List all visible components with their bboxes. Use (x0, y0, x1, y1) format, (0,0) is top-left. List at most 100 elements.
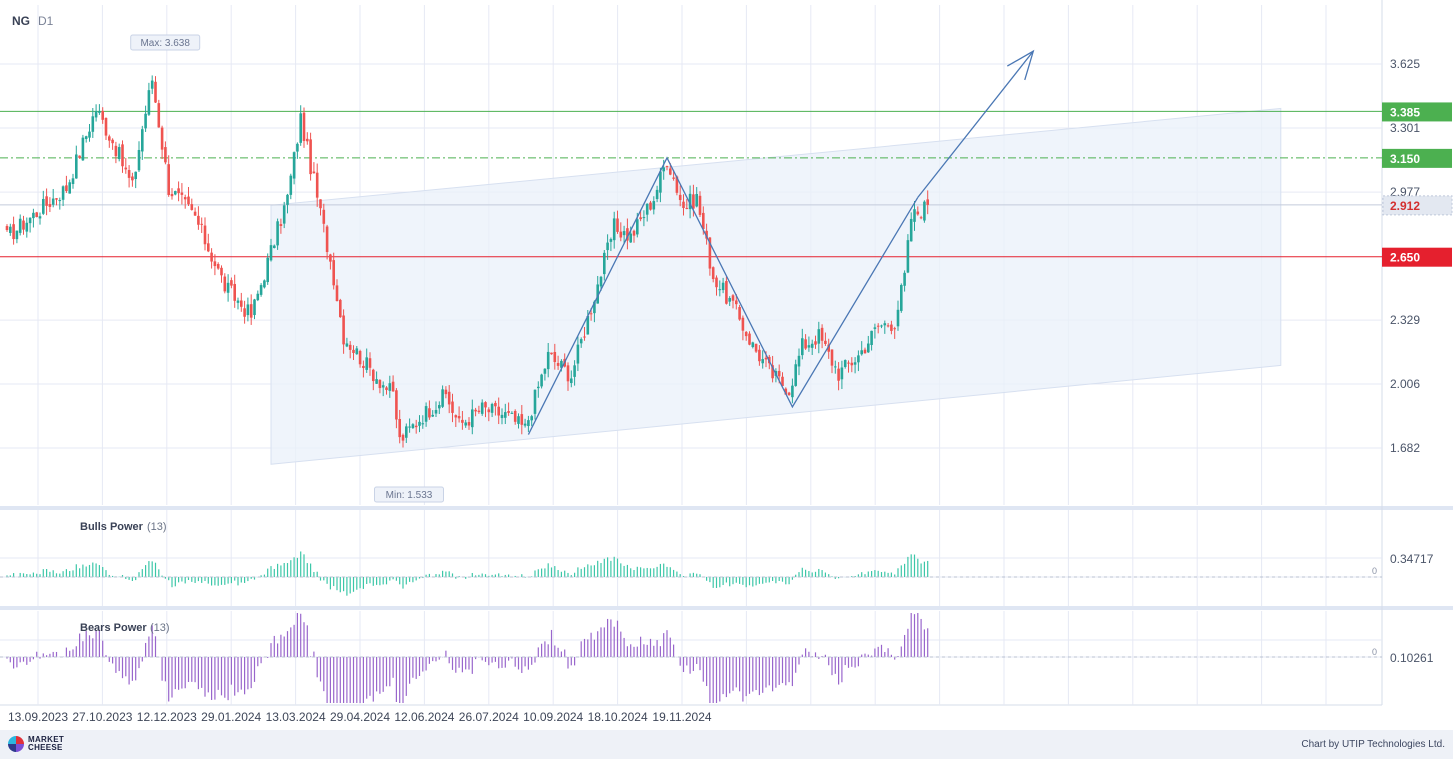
candle[interactable] (890, 320, 893, 335)
candle[interactable] (226, 274, 230, 302)
candle[interactable] (170, 188, 174, 200)
candle[interactable] (705, 223, 708, 245)
candle[interactable] (124, 157, 128, 174)
candle[interactable] (523, 418, 527, 428)
candle[interactable] (319, 199, 322, 216)
candle[interactable] (276, 218, 279, 250)
candle[interactable] (398, 409, 401, 444)
candle[interactable] (81, 134, 85, 161)
candle[interactable] (418, 415, 421, 433)
candle[interactable] (490, 402, 494, 418)
candle[interactable] (174, 190, 177, 196)
candle[interactable] (42, 190, 45, 215)
candle[interactable] (791, 378, 794, 404)
candle[interactable] (480, 399, 484, 416)
candle[interactable] (510, 411, 514, 414)
candle[interactable] (269, 238, 273, 262)
candle[interactable] (513, 409, 517, 425)
candle[interactable] (550, 352, 553, 355)
candle[interactable] (286, 193, 289, 214)
candle[interactable] (289, 173, 293, 200)
candle[interactable] (896, 300, 900, 331)
candle[interactable] (216, 262, 220, 270)
candle[interactable] (860, 341, 863, 356)
candle[interactable] (51, 188, 55, 208)
candle[interactable] (616, 210, 619, 234)
candle[interactable] (698, 191, 702, 217)
candle[interactable] (322, 203, 326, 233)
candle[interactable] (414, 419, 418, 434)
candle[interactable] (441, 385, 444, 409)
candle[interactable] (484, 401, 487, 418)
candle[interactable] (467, 417, 471, 430)
candle[interactable] (837, 362, 840, 391)
candle[interactable] (685, 198, 689, 210)
candle[interactable] (566, 362, 570, 391)
candle[interactable] (88, 124, 91, 142)
candle[interactable] (164, 141, 167, 165)
candle[interactable] (543, 368, 547, 381)
candle[interactable] (22, 215, 25, 235)
candle[interactable] (570, 370, 573, 388)
candle[interactable] (665, 165, 669, 171)
candle[interactable] (35, 211, 38, 218)
candle[interactable] (649, 200, 652, 211)
candle[interactable] (259, 283, 263, 297)
candle[interactable] (368, 352, 372, 376)
candle[interactable] (378, 379, 382, 394)
zigzag-line[interactable] (527, 156, 919, 435)
candle[interactable] (38, 212, 42, 225)
candle[interactable] (731, 294, 735, 309)
candle[interactable] (781, 372, 784, 387)
candle[interactable] (645, 203, 649, 222)
candle[interactable] (721, 277, 725, 294)
candle[interactable] (438, 401, 441, 415)
candle[interactable] (830, 349, 834, 374)
candle[interactable] (579, 337, 583, 348)
candle[interactable] (75, 145, 78, 179)
level-tag[interactable]: 3.150 (1382, 148, 1452, 168)
candle[interactable] (256, 290, 260, 302)
candle[interactable] (900, 283, 903, 313)
candle[interactable] (893, 326, 896, 339)
candle[interactable] (477, 405, 481, 414)
candle[interactable] (121, 140, 124, 173)
candle[interactable] (906, 234, 910, 274)
candle[interactable] (718, 280, 722, 297)
candle[interactable] (474, 407, 477, 417)
candle[interactable] (761, 350, 764, 369)
candle[interactable] (853, 357, 857, 374)
candle[interactable] (18, 214, 22, 236)
level-tag[interactable]: 3.385 (1382, 102, 1452, 122)
candle[interactable] (302, 107, 306, 148)
candle[interactable] (609, 237, 613, 252)
candle[interactable] (586, 309, 590, 335)
candle[interactable] (154, 76, 157, 103)
candle[interactable] (886, 323, 890, 328)
candle[interactable] (530, 414, 533, 427)
candle[interactable] (919, 215, 923, 220)
candle[interactable] (345, 337, 349, 348)
candle[interactable] (292, 151, 296, 185)
candle[interactable] (401, 433, 405, 448)
candle[interactable] (78, 155, 81, 159)
candle[interactable] (65, 175, 68, 193)
candle[interactable] (391, 375, 395, 392)
candle[interactable] (639, 210, 642, 222)
candle[interactable] (494, 400, 497, 416)
candle[interactable] (787, 391, 791, 396)
candle[interactable] (794, 359, 797, 387)
candle[interactable] (263, 279, 266, 289)
candle[interactable] (771, 355, 774, 383)
candle[interactable] (880, 324, 883, 329)
candle[interactable] (738, 304, 741, 321)
candle[interactable] (573, 360, 576, 386)
candle[interactable] (507, 402, 510, 416)
candle[interactable] (461, 410, 464, 430)
candle[interactable] (873, 323, 877, 339)
candle[interactable] (642, 210, 646, 227)
candle[interactable] (309, 132, 312, 181)
candle[interactable] (464, 419, 467, 428)
candle[interactable] (246, 297, 250, 322)
candle[interactable] (15, 230, 19, 244)
